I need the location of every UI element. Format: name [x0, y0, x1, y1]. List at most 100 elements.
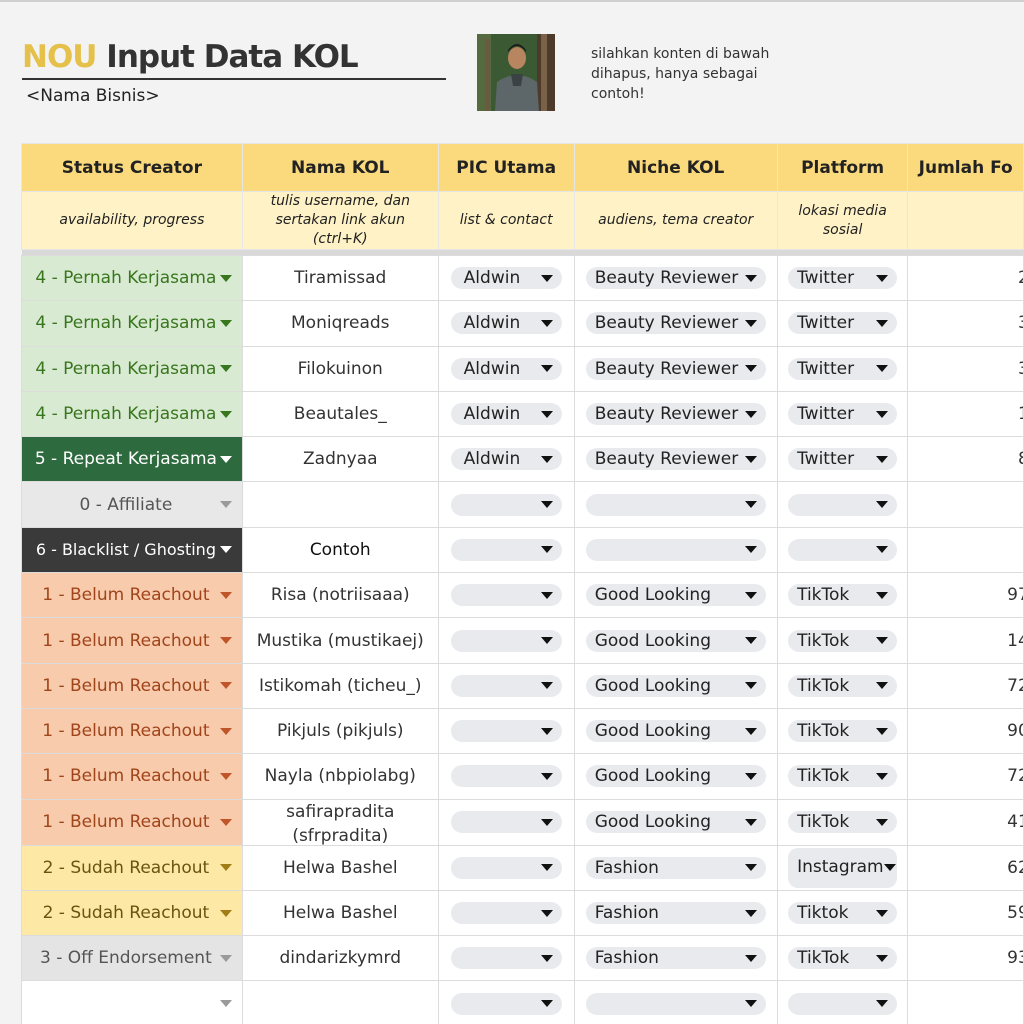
- kol-link[interactable]: Tiramissad: [241, 254, 439, 302]
- status-cell[interactable]: 5 - Repeat Kerjasama: [21, 436, 243, 483]
- followers-cell[interactable]: 595,: [907, 889, 1024, 937]
- followers-cell[interactable]: 62,0: [907, 844, 1024, 891]
- dropdown-chip[interactable]: Beauty Reviewer: [585, 312, 766, 335]
- pic-cell[interactable]: [437, 980, 575, 1024]
- niche-cell[interactable]: Beauty Reviewer: [573, 345, 778, 392]
- status-cell[interactable]: 4 - Pernah Kerjasama: [21, 254, 243, 302]
- status-cell[interactable]: 1 - Belum Reachout: [21, 617, 243, 664]
- column-header-status-creator[interactable]: Status Creator: [21, 143, 243, 192]
- status-cell[interactable]: 6 - Blacklist / Ghosting: [21, 526, 243, 574]
- followers-cell[interactable]: 3,1: [907, 345, 1024, 392]
- status-dropdown[interactable]: 4 - Pernah Kerjasama: [22, 347, 241, 390]
- dropdown-chip[interactable]: [450, 811, 562, 834]
- platform-cell[interactable]: Twitter: [776, 300, 909, 347]
- platform-cell[interactable]: TikTok: [776, 935, 909, 982]
- kol-link[interactable]: Helwa Bashel: [241, 889, 439, 937]
- status-dropdown[interactable]: 4 - Pernah Kerjasama: [22, 392, 241, 435]
- followers-cell[interactable]: 149,: [907, 617, 1024, 664]
- platform-cell[interactable]: [776, 481, 909, 528]
- dropdown-chip[interactable]: [585, 992, 766, 1015]
- dropdown-chip[interactable]: Good Looking: [585, 720, 766, 743]
- dropdown-chip[interactable]: Twitter: [788, 267, 898, 290]
- pic-cell[interactable]: Aldwin: [437, 254, 575, 302]
- platform-cell[interactable]: Twitter: [776, 390, 909, 438]
- followers-cell[interactable]: 3,4: [907, 300, 1024, 347]
- pic-cell[interactable]: Aldwin: [437, 300, 575, 347]
- dropdown-chip[interactable]: Good Looking: [585, 584, 766, 607]
- dropdown-chip[interactable]: [450, 902, 562, 924]
- niche-cell[interactable]: Beauty Reviewer: [573, 300, 778, 347]
- dropdown-chip[interactable]: [585, 538, 766, 561]
- dropdown-chip[interactable]: TikTok: [788, 584, 898, 607]
- niche-cell[interactable]: Fashion: [573, 935, 778, 982]
- dropdown-chip[interactable]: [788, 493, 898, 516]
- followers-cell[interactable]: 933,: [907, 935, 1024, 982]
- platform-cell[interactable]: TikTok: [776, 662, 909, 709]
- dropdown-chip[interactable]: [788, 538, 898, 561]
- dropdown-chip[interactable]: [450, 720, 562, 743]
- niche-cell[interactable]: Beauty Reviewer: [573, 254, 778, 302]
- dropdown-chip[interactable]: TikTok: [788, 765, 898, 788]
- platform-cell[interactable]: Twitter: [776, 436, 909, 483]
- platform-cell[interactable]: TikTok: [776, 707, 909, 755]
- niche-cell[interactable]: Fashion: [573, 889, 778, 937]
- dropdown-chip[interactable]: Twitter: [788, 357, 898, 380]
- pic-cell[interactable]: Aldwin: [437, 345, 575, 392]
- kol-name-cell[interactable]: Contoh: [241, 526, 439, 574]
- followers-cell[interactable]: 416,: [907, 798, 1024, 846]
- followers-cell[interactable]: [907, 481, 1024, 528]
- niche-cell[interactable]: Good Looking: [573, 798, 778, 846]
- status-dropdown[interactable]: [22, 982, 241, 1024]
- niche-cell[interactable]: Good Looking: [573, 572, 778, 619]
- dropdown-chip[interactable]: [585, 493, 766, 516]
- niche-cell[interactable]: [573, 980, 778, 1024]
- status-cell[interactable]: 2 - Sudah Reachout: [21, 889, 243, 937]
- status-dropdown[interactable]: 3 - Off Endorsement: [22, 937, 241, 980]
- dropdown-chip[interactable]: [450, 538, 562, 561]
- followers-cell[interactable]: 1,1: [907, 390, 1024, 438]
- status-dropdown[interactable]: 6 - Blacklist / Ghosting: [22, 528, 241, 571]
- platform-cell[interactable]: TikTok: [776, 798, 909, 846]
- pic-cell[interactable]: Aldwin: [437, 390, 575, 438]
- dropdown-chip[interactable]: TikTok: [788, 629, 898, 652]
- niche-cell[interactable]: Good Looking: [573, 707, 778, 755]
- followers-cell[interactable]: 975,: [907, 572, 1024, 619]
- dropdown-chip[interactable]: Instagram: [788, 847, 898, 888]
- status-dropdown[interactable]: 1 - Belum Reachout: [22, 619, 241, 662]
- dropdown-chip[interactable]: Fashion: [585, 902, 766, 924]
- status-cell[interactable]: 4 - Pernah Kerjasama: [21, 390, 243, 438]
- dropdown-chip[interactable]: [450, 584, 562, 607]
- status-dropdown[interactable]: 4 - Pernah Kerjasama: [22, 302, 241, 345]
- followers-cell[interactable]: 8,7: [907, 436, 1024, 483]
- niche-cell[interactable]: Good Looking: [573, 617, 778, 664]
- status-dropdown[interactable]: 1 - Belum Reachout: [22, 709, 241, 752]
- niche-cell[interactable]: Beauty Reviewer: [573, 436, 778, 483]
- kol-link[interactable]: Zadnyaa: [241, 436, 439, 483]
- dropdown-chip[interactable]: [450, 674, 562, 697]
- status-dropdown[interactable]: 5 - Repeat Kerjasama: [22, 438, 241, 481]
- dropdown-chip[interactable]: Aldwin: [450, 357, 562, 380]
- dropdown-chip[interactable]: Fashion: [585, 947, 766, 970]
- dropdown-chip[interactable]: Aldwin: [450, 267, 562, 290]
- platform-cell[interactable]: [776, 980, 909, 1024]
- dropdown-chip[interactable]: Fashion: [585, 856, 766, 879]
- niche-cell[interactable]: Good Looking: [573, 753, 778, 800]
- dropdown-chip[interactable]: TikTok: [788, 720, 898, 743]
- dropdown-chip[interactable]: [450, 947, 562, 970]
- dropdown-chip[interactable]: [450, 992, 562, 1015]
- dropdown-chip[interactable]: Twitter: [788, 312, 898, 335]
- followers-cell[interactable]: [907, 526, 1024, 574]
- followers-cell[interactable]: 2,5: [907, 254, 1024, 302]
- platform-cell[interactable]: TikTok: [776, 753, 909, 800]
- status-cell[interactable]: 1 - Belum Reachout: [21, 572, 243, 619]
- dropdown-chip[interactable]: Good Looking: [585, 629, 766, 652]
- platform-cell[interactable]: TikTok: [776, 617, 909, 664]
- dropdown-chip[interactable]: [450, 856, 562, 879]
- niche-cell[interactable]: Beauty Reviewer: [573, 390, 778, 438]
- dropdown-chip[interactable]: [450, 765, 562, 788]
- column-header-pic-utama[interactable]: PIC Utama: [437, 143, 575, 192]
- pic-cell[interactable]: [437, 798, 575, 846]
- pic-cell[interactable]: [437, 526, 575, 574]
- dropdown-chip[interactable]: Beauty Reviewer: [585, 448, 766, 471]
- column-header-platform[interactable]: Platform: [776, 143, 909, 192]
